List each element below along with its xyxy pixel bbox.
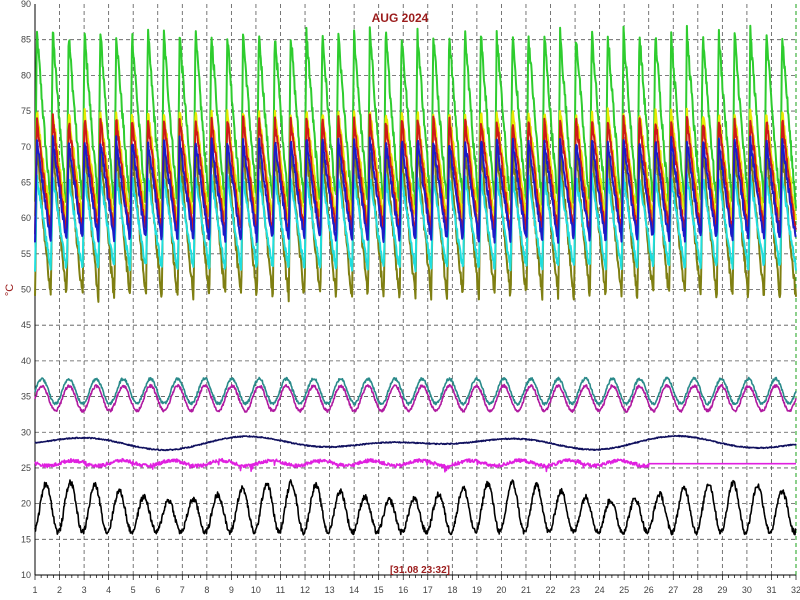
y-tick-label: 60 [21, 213, 31, 223]
y-tick-label: 45 [21, 320, 31, 330]
x-tick-label: 15 [374, 585, 384, 595]
x-tick-label: 10 [251, 585, 261, 595]
series-line-5 [34, 171, 797, 273]
series-line-8 [34, 376, 797, 406]
x-tick-label: 26 [644, 585, 654, 595]
y-tick-label: 65 [21, 177, 31, 187]
chart-title: AUG 2024 [372, 11, 429, 25]
x-tick-label: 8 [204, 585, 209, 595]
series-line-6 [34, 135, 797, 244]
y-axis-label: °C [4, 284, 16, 296]
x-tick-label: 13 [325, 585, 335, 595]
x-tick-label: 11 [276, 585, 285, 595]
y-tick-label: 15 [21, 534, 31, 544]
y-tick-label: 90 [21, 0, 31, 9]
y-tick-label: 20 [21, 499, 31, 509]
x-tick-label: 4 [106, 585, 111, 595]
y-tick-label: 30 [21, 427, 31, 437]
y-tick-label: 50 [21, 285, 31, 295]
y-tick-label: 25 [21, 463, 31, 473]
y-tick-label: 40 [21, 356, 31, 366]
x-tick-label: 17 [423, 585, 433, 595]
series-line-4 [34, 141, 797, 303]
series-group [34, 24, 797, 536]
y-tick-label: 75 [21, 106, 31, 116]
x-tick-label: 22 [546, 585, 556, 595]
series-line-10 [34, 457, 797, 473]
x-tick-label: 2 [57, 585, 62, 595]
x-tick-label: 29 [717, 585, 727, 595]
chart-annotation: [31.08 23:32] [390, 565, 450, 576]
x-tick-label: 12 [300, 585, 310, 595]
x-tick-label: 31 [766, 585, 776, 595]
series-line-11 [34, 479, 797, 536]
x-tick-label: 18 [447, 585, 457, 595]
x-tick-label: 9 [229, 585, 234, 595]
x-tick-label: 14 [349, 585, 359, 595]
x-tick-label: 24 [595, 585, 605, 595]
y-tick-label: 85 [21, 35, 31, 45]
y-tick-label: 80 [21, 70, 31, 80]
x-tick-label: 6 [155, 585, 160, 595]
x-tick-label: 16 [398, 585, 408, 595]
x-tick-label: 23 [570, 585, 580, 595]
y-tick-label: 70 [21, 142, 31, 152]
x-tick-label: 1 [32, 585, 37, 595]
y-tick-label: 35 [21, 392, 31, 402]
x-tick-label: 20 [496, 585, 506, 595]
x-tick-label: 32 [791, 585, 800, 595]
series-line-7 [34, 383, 797, 414]
x-tick-label: 21 [521, 585, 531, 595]
x-tick-label: 19 [472, 585, 482, 595]
y-tick-label: 10 [21, 570, 31, 580]
x-tick-label: 5 [131, 585, 136, 595]
x-tick-label: 28 [693, 585, 703, 595]
y-tick-label: 55 [21, 249, 31, 259]
x-tick-label: 30 [742, 585, 752, 595]
x-tick-label: 7 [180, 585, 185, 595]
x-tick-label: 25 [619, 585, 629, 595]
x-tick-label: 27 [668, 585, 678, 595]
series-line-9 [34, 434, 797, 452]
x-tick-label: 3 [82, 585, 87, 595]
